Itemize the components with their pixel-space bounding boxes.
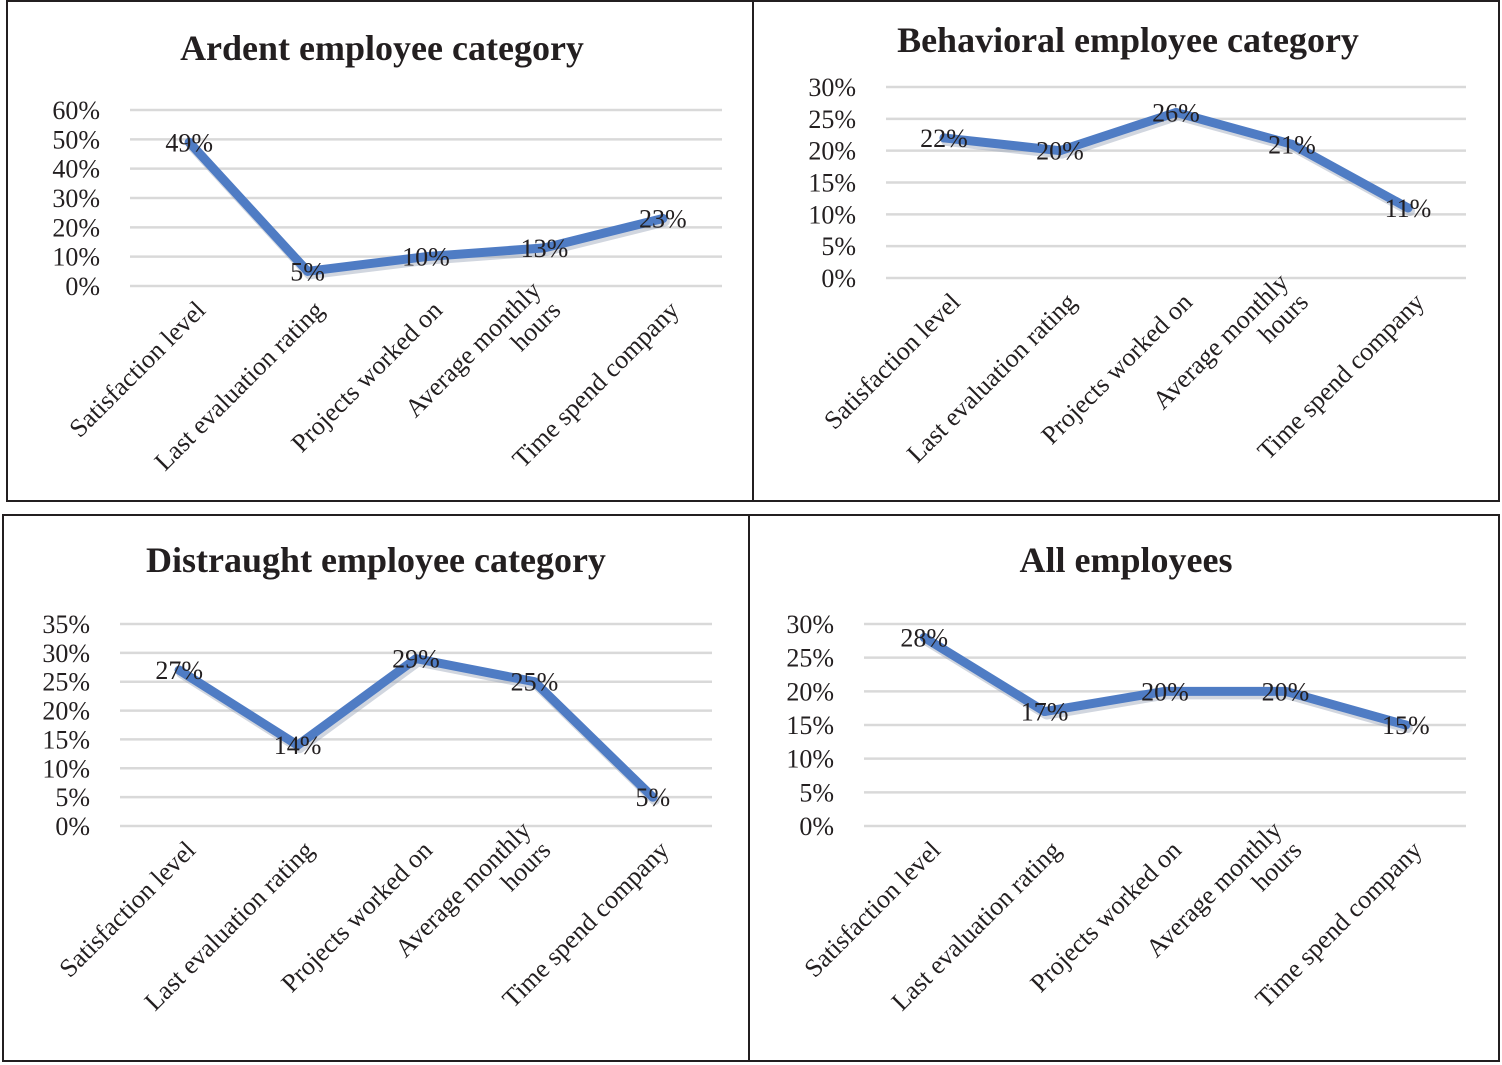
y-tick-label: 20% [42, 697, 90, 726]
y-tick-label: 5% [821, 232, 856, 261]
y-tick-label: 5% [55, 783, 90, 812]
data-point [293, 740, 303, 750]
y-tick-label: 60% [52, 96, 100, 125]
data-label: 5% [290, 257, 325, 286]
y-tick-label: 15% [42, 725, 90, 754]
data-point [1040, 707, 1050, 717]
data-label: 26% [1152, 98, 1200, 127]
series-line [174, 654, 658, 802]
data-label: 14% [274, 731, 322, 760]
data-point [529, 677, 539, 687]
data-label: 27% [155, 656, 203, 685]
data-label: 5% [635, 783, 670, 812]
chart-title: Behavioral employee category [897, 20, 1359, 60]
data-label: 15% [1382, 711, 1430, 740]
line-chart: Behavioral employee category 0% 5% 10%15% 20… [808, 20, 1466, 468]
ardent-chart-panel: Ardent employee category 0% 10% 20% 30% 40% 50… [6, 0, 754, 502]
y-tick-label: 0% [65, 272, 100, 301]
line-chart: All employees0%5%10%15%20%25%30%Satisfac… [786, 540, 1466, 1016]
y-tick-label: 30% [808, 73, 856, 102]
data-label: 28% [900, 623, 948, 652]
data-point [1403, 203, 1413, 213]
y-tick-label: 30% [786, 610, 834, 639]
data-point [648, 792, 658, 802]
data-point [1160, 686, 1170, 696]
data-label: 20% [1141, 677, 1189, 706]
chart-title: Distraught employee category [146, 540, 606, 580]
data-point [1287, 139, 1297, 149]
y-tick-label: 10% [42, 754, 90, 783]
y-tick-label: 20% [786, 677, 834, 706]
y-tick-label: 0% [799, 812, 834, 841]
y-tick-label: 5% [799, 778, 834, 807]
distraught-chart-panel: Distraught employee category 0% 5% 10% 15% 20… [2, 514, 750, 1062]
data-point [539, 243, 549, 253]
data-point [1171, 107, 1181, 117]
data-label: 29% [392, 645, 440, 674]
data-point [303, 266, 313, 276]
data-label: 25% [511, 668, 559, 697]
y-tick-label: 10% [52, 243, 100, 272]
y-tick-label: 50% [52, 125, 100, 154]
data-point [658, 214, 668, 224]
line-chart: Ardent employee category0%10%20%30%40%50… [52, 28, 722, 476]
y-tick-label: 40% [52, 155, 100, 184]
data-label: 11% [1385, 194, 1432, 223]
data-label: 49% [165, 128, 213, 157]
y-tick-label: 0% [55, 812, 90, 841]
data-label: 17% [1021, 698, 1069, 727]
y-tick-label: 30% [52, 184, 100, 213]
y-tick-label: 10% [808, 200, 856, 229]
line-chart: Distraught employee category0%5%10%15%20… [42, 540, 712, 1016]
series-line-shadow [941, 110, 1415, 216]
y-tick-label: 25% [808, 105, 856, 134]
data-point [184, 137, 194, 147]
data-label: 22% [920, 124, 968, 153]
y-tick-label: 15% [786, 711, 834, 740]
data-label: 13% [521, 234, 569, 263]
behavioral-chart-panel: Behavioral employee category 0% 5% 10% 15% 20… [752, 0, 1500, 502]
y-tick-label: 25% [42, 668, 90, 697]
data-label: 23% [639, 205, 687, 234]
data-point [174, 665, 184, 675]
chart-title: All employees [1020, 540, 1233, 580]
y-tick-label: 20% [52, 213, 100, 242]
data-point [1280, 686, 1290, 696]
data-label: 20% [1262, 677, 1310, 706]
data-point [411, 654, 421, 664]
all-employees-chart-panel: All employees 0% 5% 10% 15% 20% 25% 30% Satisfac… [748, 514, 1500, 1062]
y-tick-label: 10% [786, 745, 834, 774]
data-point [919, 632, 929, 642]
data-point [1401, 720, 1411, 730]
y-tick-label: 25% [786, 644, 834, 673]
data-label: 21% [1268, 130, 1316, 159]
y-tick-label: 20% [808, 137, 856, 166]
y-tick-label: 15% [808, 169, 856, 198]
chart-title: Ardent employee category [180, 28, 584, 68]
y-tick-label: 0% [821, 264, 856, 293]
data-point [421, 252, 431, 262]
y-tick-label: 30% [42, 639, 90, 668]
data-point [1055, 146, 1065, 156]
data-label: 20% [1036, 137, 1084, 166]
data-point [939, 133, 949, 143]
y-tick-label: 35% [42, 610, 90, 639]
data-label: 10% [402, 243, 450, 272]
